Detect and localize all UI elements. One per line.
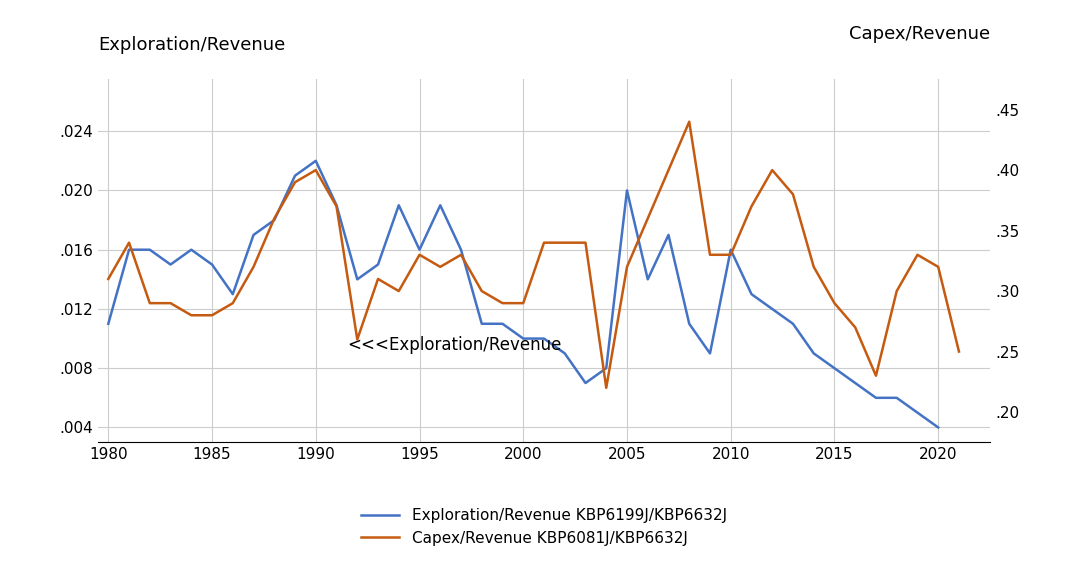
Exploration/Revenue KBP6199J/KBP6632J: [911, 409, 924, 416]
Capex/Revenue KBP6081J/KBP6632J: [807, 264, 820, 270]
Exploration/Revenue KBP6199J/KBP6632J: [537, 335, 551, 342]
Legend: Exploration/Revenue KBP6199J/KBP6632J, Capex/Revenue KBP6081J/KBP6632J: Exploration/Revenue KBP6199J/KBP6632J, C…: [354, 501, 734, 554]
Capex/Revenue KBP6081J/KBP6632J: [350, 336, 363, 343]
Capex/Revenue KBP6081J/KBP6632J: [185, 312, 198, 319]
Exploration/Revenue KBP6199J/KBP6632J: [247, 231, 260, 238]
Capex/Revenue KBP6081J/KBP6632J: [745, 203, 758, 210]
Capex/Revenue KBP6081J/KBP6632J: [434, 264, 447, 270]
Text: <<<Exploration/Revenue: <<<Exploration/Revenue: [347, 336, 561, 354]
Capex/Revenue KBP6081J/KBP6632J: [869, 373, 882, 379]
Capex/Revenue KBP6081J/KBP6632J: [599, 384, 613, 391]
Capex/Revenue KBP6081J/KBP6632J: [952, 348, 965, 355]
Exploration/Revenue KBP6199J/KBP6632J: [931, 424, 944, 431]
Exploration/Revenue KBP6199J/KBP6632J: [745, 291, 758, 298]
Exploration/Revenue KBP6199J/KBP6632J: [309, 158, 322, 164]
Capex/Revenue KBP6081J/KBP6632J: [766, 167, 779, 174]
Capex/Revenue KBP6081J/KBP6632J: [123, 239, 136, 246]
Capex/Revenue KBP6081J/KBP6632J: [330, 203, 343, 210]
Capex/Revenue KBP6081J/KBP6632J: [787, 191, 800, 198]
Capex/Revenue KBP6081J/KBP6632J: [911, 251, 924, 258]
Exploration/Revenue KBP6199J/KBP6632J: [455, 246, 468, 253]
Capex/Revenue KBP6081J/KBP6632J: [704, 251, 717, 258]
Exploration/Revenue KBP6199J/KBP6632J: [725, 246, 738, 253]
Capex/Revenue KBP6081J/KBP6632J: [537, 239, 551, 246]
Exploration/Revenue KBP6199J/KBP6632J: [890, 395, 903, 401]
Exploration/Revenue KBP6199J/KBP6632J: [185, 246, 198, 253]
Capex/Revenue KBP6081J/KBP6632J: [371, 276, 384, 282]
Capex/Revenue KBP6081J/KBP6632J: [517, 300, 530, 307]
Line: Capex/Revenue KBP6081J/KBP6632J: Capex/Revenue KBP6081J/KBP6632J: [109, 122, 959, 388]
Exploration/Revenue KBP6199J/KBP6632J: [413, 246, 426, 253]
Exploration/Revenue KBP6199J/KBP6632J: [517, 335, 530, 342]
Exploration/Revenue KBP6199J/KBP6632J: [641, 276, 654, 283]
Capex/Revenue KBP6081J/KBP6632J: [558, 239, 571, 246]
Capex/Revenue KBP6081J/KBP6632J: [164, 300, 177, 307]
Capex/Revenue KBP6081J/KBP6632J: [725, 251, 738, 258]
Exploration/Revenue KBP6199J/KBP6632J: [682, 320, 695, 327]
Capex/Revenue KBP6081J/KBP6632J: [268, 215, 281, 222]
Exploration/Revenue KBP6199J/KBP6632J: [226, 291, 239, 298]
Exploration/Revenue KBP6199J/KBP6632J: [849, 380, 862, 387]
Line: Exploration/Revenue KBP6199J/KBP6632J: Exploration/Revenue KBP6199J/KBP6632J: [109, 161, 938, 428]
Capex/Revenue KBP6081J/KBP6632J: [309, 167, 322, 174]
Capex/Revenue KBP6081J/KBP6632J: [931, 264, 944, 270]
Capex/Revenue KBP6081J/KBP6632J: [102, 276, 115, 282]
Capex/Revenue KBP6081J/KBP6632J: [579, 239, 592, 246]
Exploration/Revenue KBP6199J/KBP6632J: [288, 172, 301, 179]
Exploration/Revenue KBP6199J/KBP6632J: [807, 350, 820, 357]
Exploration/Revenue KBP6199J/KBP6632J: [268, 217, 281, 223]
Exploration/Revenue KBP6199J/KBP6632J: [475, 320, 489, 327]
Capex/Revenue KBP6081J/KBP6632J: [393, 287, 406, 294]
Capex/Revenue KBP6081J/KBP6632J: [288, 179, 301, 185]
Capex/Revenue KBP6081J/KBP6632J: [849, 324, 862, 331]
Exploration/Revenue KBP6199J/KBP6632J: [350, 276, 363, 283]
Capex/Revenue KBP6081J/KBP6632J: [247, 264, 260, 270]
Capex/Revenue KBP6081J/KBP6632J: [413, 251, 426, 258]
Capex/Revenue KBP6081J/KBP6632J: [144, 300, 157, 307]
Capex/Revenue KBP6081J/KBP6632J: [206, 312, 219, 319]
Exploration/Revenue KBP6199J/KBP6632J: [330, 202, 343, 209]
Exploration/Revenue KBP6199J/KBP6632J: [828, 365, 841, 371]
Capex/Revenue KBP6081J/KBP6632J: [475, 287, 489, 294]
Exploration/Revenue KBP6199J/KBP6632J: [393, 202, 406, 209]
Exploration/Revenue KBP6199J/KBP6632J: [620, 187, 633, 194]
Text: Capex/Revenue: Capex/Revenue: [849, 25, 990, 43]
Exploration/Revenue KBP6199J/KBP6632J: [579, 380, 592, 387]
Text: Exploration/Revenue: Exploration/Revenue: [98, 36, 285, 54]
Capex/Revenue KBP6081J/KBP6632J: [662, 167, 675, 174]
Exploration/Revenue KBP6199J/KBP6632J: [434, 202, 447, 209]
Exploration/Revenue KBP6199J/KBP6632J: [371, 261, 384, 268]
Capex/Revenue KBP6081J/KBP6632J: [890, 287, 903, 294]
Exploration/Revenue KBP6199J/KBP6632J: [869, 395, 882, 401]
Capex/Revenue KBP6081J/KBP6632J: [828, 300, 841, 307]
Capex/Revenue KBP6081J/KBP6632J: [455, 251, 468, 258]
Capex/Revenue KBP6081J/KBP6632J: [641, 215, 654, 222]
Exploration/Revenue KBP6199J/KBP6632J: [662, 231, 675, 238]
Exploration/Revenue KBP6199J/KBP6632J: [599, 365, 613, 371]
Exploration/Revenue KBP6199J/KBP6632J: [787, 320, 800, 327]
Exploration/Revenue KBP6199J/KBP6632J: [704, 350, 717, 357]
Capex/Revenue KBP6081J/KBP6632J: [620, 264, 633, 270]
Exploration/Revenue KBP6199J/KBP6632J: [558, 350, 571, 357]
Exploration/Revenue KBP6199J/KBP6632J: [102, 320, 115, 327]
Exploration/Revenue KBP6199J/KBP6632J: [206, 261, 219, 268]
Exploration/Revenue KBP6199J/KBP6632J: [766, 306, 779, 312]
Exploration/Revenue KBP6199J/KBP6632J: [496, 320, 509, 327]
Exploration/Revenue KBP6199J/KBP6632J: [164, 261, 177, 268]
Capex/Revenue KBP6081J/KBP6632J: [496, 300, 509, 307]
Capex/Revenue KBP6081J/KBP6632J: [682, 119, 695, 125]
Exploration/Revenue KBP6199J/KBP6632J: [144, 246, 157, 253]
Capex/Revenue KBP6081J/KBP6632J: [226, 300, 239, 307]
Exploration/Revenue KBP6199J/KBP6632J: [123, 246, 136, 253]
